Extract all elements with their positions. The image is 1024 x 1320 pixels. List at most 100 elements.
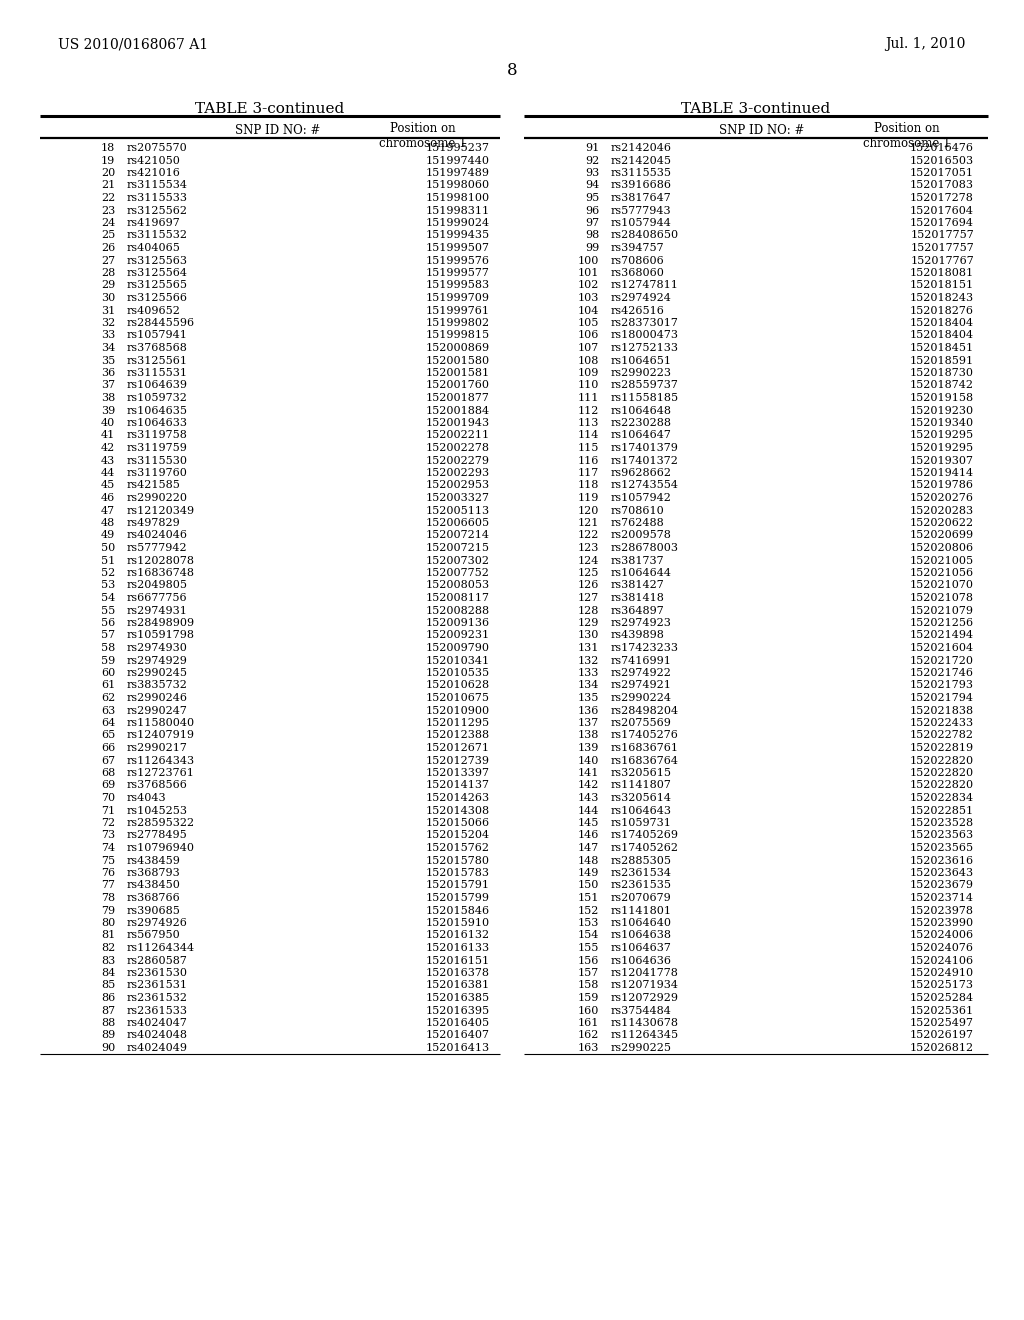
Text: 152022433: 152022433 bbox=[910, 718, 974, 729]
Text: 157: 157 bbox=[578, 968, 599, 978]
Text: 163: 163 bbox=[578, 1043, 599, 1053]
Text: 152007214: 152007214 bbox=[426, 531, 490, 540]
Text: 152021070: 152021070 bbox=[910, 581, 974, 590]
Text: 141: 141 bbox=[578, 768, 599, 777]
Text: 18: 18 bbox=[100, 143, 115, 153]
Text: 42: 42 bbox=[100, 444, 115, 453]
Text: 59: 59 bbox=[100, 656, 115, 665]
Text: 45: 45 bbox=[100, 480, 115, 491]
Text: 127: 127 bbox=[578, 593, 599, 603]
Text: 152001877: 152001877 bbox=[426, 393, 490, 403]
Text: 117: 117 bbox=[578, 469, 599, 478]
Text: 52: 52 bbox=[100, 568, 115, 578]
Text: rs1064637: rs1064637 bbox=[611, 942, 672, 953]
Text: rs12407919: rs12407919 bbox=[127, 730, 195, 741]
Text: 152014308: 152014308 bbox=[426, 805, 490, 816]
Text: 128: 128 bbox=[578, 606, 599, 615]
Text: rs394757: rs394757 bbox=[611, 243, 665, 253]
Text: rs16836761: rs16836761 bbox=[611, 743, 679, 752]
Text: rs409652: rs409652 bbox=[127, 305, 181, 315]
Text: 44: 44 bbox=[100, 469, 115, 478]
Text: rs2361535: rs2361535 bbox=[611, 880, 672, 891]
Text: 162: 162 bbox=[578, 1031, 599, 1040]
Text: 105: 105 bbox=[578, 318, 599, 327]
Text: rs5777942: rs5777942 bbox=[127, 543, 187, 553]
Text: 46: 46 bbox=[100, 492, 115, 503]
Text: 152010900: 152010900 bbox=[426, 705, 490, 715]
Text: rs11580040: rs11580040 bbox=[127, 718, 196, 729]
Text: rs1141807: rs1141807 bbox=[611, 780, 672, 791]
Text: 43: 43 bbox=[100, 455, 115, 466]
Text: 92: 92 bbox=[585, 156, 599, 165]
Text: rs4043: rs4043 bbox=[127, 793, 167, 803]
Text: rs28373017: rs28373017 bbox=[611, 318, 679, 327]
Text: 151999507: 151999507 bbox=[426, 243, 490, 253]
Text: 152001580: 152001580 bbox=[426, 355, 490, 366]
Text: 159: 159 bbox=[578, 993, 599, 1003]
Text: 99: 99 bbox=[585, 243, 599, 253]
Text: rs18000473: rs18000473 bbox=[611, 330, 679, 341]
Text: 152025497: 152025497 bbox=[910, 1018, 974, 1028]
Text: rs12723761: rs12723761 bbox=[127, 768, 195, 777]
Text: 138: 138 bbox=[578, 730, 599, 741]
Text: 152023616: 152023616 bbox=[910, 855, 974, 866]
Text: TABLE 3-continued: TABLE 3-continued bbox=[681, 102, 830, 116]
Text: 151998100: 151998100 bbox=[426, 193, 490, 203]
Text: 152016378: 152016378 bbox=[426, 968, 490, 978]
Text: 152002279: 152002279 bbox=[426, 455, 490, 466]
Text: rs28408650: rs28408650 bbox=[611, 231, 679, 240]
Text: rs4024049: rs4024049 bbox=[127, 1043, 188, 1053]
Text: 152024076: 152024076 bbox=[910, 942, 974, 953]
Text: 136: 136 bbox=[578, 705, 599, 715]
Text: 152: 152 bbox=[578, 906, 599, 916]
Text: 122: 122 bbox=[578, 531, 599, 540]
Text: 152021079: 152021079 bbox=[910, 606, 974, 615]
Text: rs2990223: rs2990223 bbox=[611, 368, 672, 378]
Text: 152026197: 152026197 bbox=[910, 1031, 974, 1040]
Text: 152008288: 152008288 bbox=[426, 606, 490, 615]
Text: 152017051: 152017051 bbox=[910, 168, 974, 178]
Text: 152019786: 152019786 bbox=[910, 480, 974, 491]
Text: 125: 125 bbox=[578, 568, 599, 578]
Text: 67: 67 bbox=[101, 755, 115, 766]
Text: rs1045253: rs1045253 bbox=[127, 805, 188, 816]
Text: 40: 40 bbox=[100, 418, 115, 428]
Text: 139: 139 bbox=[578, 743, 599, 752]
Text: 116: 116 bbox=[578, 455, 599, 466]
Text: 27: 27 bbox=[101, 256, 115, 265]
Text: 153: 153 bbox=[578, 917, 599, 928]
Text: 152016381: 152016381 bbox=[426, 981, 490, 990]
Text: rs2778495: rs2778495 bbox=[127, 830, 187, 841]
Text: 39: 39 bbox=[100, 405, 115, 416]
Text: 152015762: 152015762 bbox=[426, 843, 490, 853]
Text: 148: 148 bbox=[578, 855, 599, 866]
Text: rs438459: rs438459 bbox=[127, 855, 181, 866]
Text: rs1057942: rs1057942 bbox=[611, 492, 672, 503]
Text: rs3754484: rs3754484 bbox=[611, 1006, 672, 1015]
Text: rs2142045: rs2142045 bbox=[611, 156, 672, 165]
Text: rs2990220: rs2990220 bbox=[127, 492, 188, 503]
Text: rs7416991: rs7416991 bbox=[611, 656, 672, 665]
Text: rs2990217: rs2990217 bbox=[127, 743, 187, 752]
Text: 137: 137 bbox=[578, 718, 599, 729]
Text: rs368060: rs368060 bbox=[611, 268, 665, 279]
Text: 152018151: 152018151 bbox=[910, 281, 974, 290]
Text: 28: 28 bbox=[100, 268, 115, 279]
Text: rs404065: rs404065 bbox=[127, 243, 181, 253]
Text: 152009136: 152009136 bbox=[426, 618, 490, 628]
Text: 93: 93 bbox=[585, 168, 599, 178]
Text: 100: 100 bbox=[578, 256, 599, 265]
Text: 152021604: 152021604 bbox=[910, 643, 974, 653]
Text: 110: 110 bbox=[578, 380, 599, 391]
Text: 152024910: 152024910 bbox=[910, 968, 974, 978]
Text: rs1064647: rs1064647 bbox=[611, 430, 672, 441]
Text: rs12747811: rs12747811 bbox=[611, 281, 679, 290]
Text: 109: 109 bbox=[578, 368, 599, 378]
Text: 71: 71 bbox=[101, 805, 115, 816]
Text: 151999435: 151999435 bbox=[426, 231, 490, 240]
Text: 152014137: 152014137 bbox=[426, 780, 490, 791]
Text: 151997489: 151997489 bbox=[426, 168, 490, 178]
Text: 152025173: 152025173 bbox=[910, 981, 974, 990]
Text: 108: 108 bbox=[578, 355, 599, 366]
Text: 38: 38 bbox=[100, 393, 115, 403]
